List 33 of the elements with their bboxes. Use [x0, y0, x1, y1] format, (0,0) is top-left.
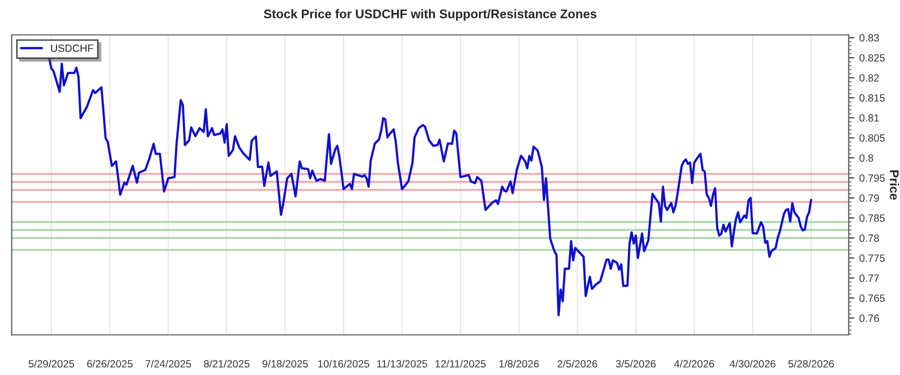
x-tick-label: 12/11/2025	[436, 360, 486, 368]
x-tick-label: 1/8/2026	[499, 360, 539, 368]
y-tick-label: 0.815	[860, 94, 885, 102]
y-tick-label: 0.79	[860, 194, 879, 202]
y-tick-label: 0.825	[860, 54, 885, 62]
y-tick-label: 0.77	[860, 274, 879, 282]
y-tick-label: 0.805	[860, 134, 885, 142]
y-tick-label: 0.765	[860, 294, 885, 302]
y-axis-title: Price	[890, 170, 900, 200]
chart-title: Stock Price for USDCHF with Support/Resistance Zones	[264, 9, 596, 21]
x-tick-label: 9/18/2025	[262, 360, 308, 368]
legend-label: USDCHF	[51, 44, 94, 52]
x-tick-label: 7/24/2025	[146, 360, 191, 368]
y-tick-label: 0.76	[860, 314, 879, 322]
y-tick-label: 0.78	[860, 234, 879, 242]
y-tick-label: 0.83	[860, 34, 879, 42]
x-tick-label: 6/26/2025	[87, 360, 133, 368]
y-tick-label: 0.82	[860, 74, 879, 82]
x-tick-label: 2/5/2026	[558, 360, 598, 368]
y-tick-label: 0.775	[860, 254, 885, 262]
x-tick-label: 8/21/2025	[204, 360, 250, 368]
y-tick-label: 0.795	[860, 174, 885, 182]
y-tick-label: 0.81	[860, 114, 879, 122]
y-tick-label: 0.785	[860, 214, 885, 222]
x-tick-label: 5/28/2026	[788, 360, 834, 368]
x-tick-label: 4/2/2026	[674, 360, 714, 368]
line-series	[48, 57, 812, 316]
x-tick-label: 5/29/2025	[28, 360, 74, 368]
x-tick-label: 4/30/2026	[730, 360, 776, 368]
x-tick-label: 11/13/2025	[377, 360, 428, 368]
x-tick-label: 3/5/2026	[616, 360, 656, 368]
x-tick-label: 10/16/2025	[318, 360, 370, 368]
y-tick-label: 0.8	[860, 154, 874, 162]
